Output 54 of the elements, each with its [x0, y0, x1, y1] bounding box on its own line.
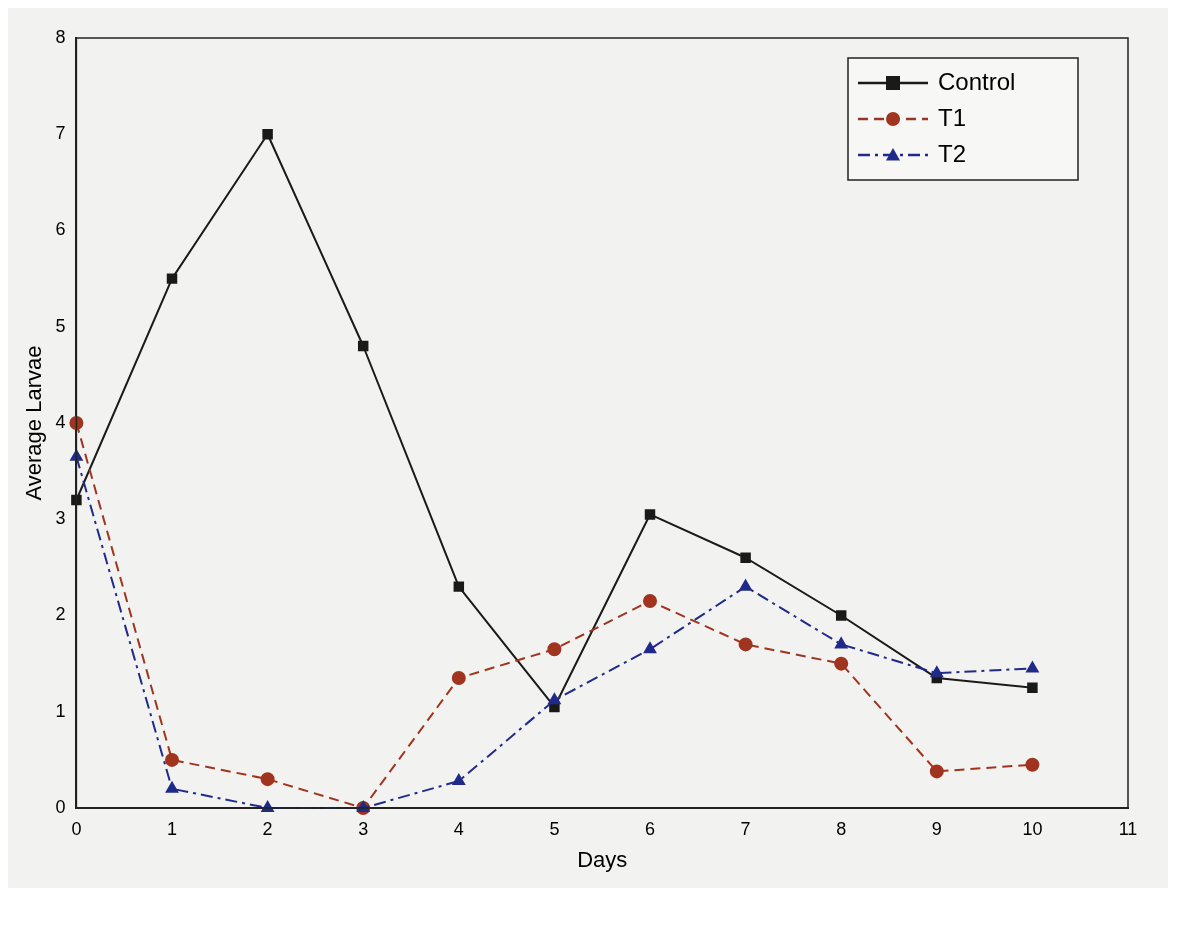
point — [740, 552, 751, 563]
x-tick-label: 5 — [549, 818, 560, 839]
point — [548, 693, 561, 705]
point — [453, 581, 465, 592]
y-axis-title: Average Larvae — [21, 345, 47, 501]
x-tick-label: 1 — [167, 818, 178, 839]
point — [262, 129, 273, 140]
y-tick-label: 6 — [55, 219, 66, 240]
x-tick-label: 2 — [262, 818, 273, 839]
x-tick-label: 7 — [740, 818, 751, 839]
legend-label: Control — [938, 67, 1016, 95]
point — [643, 642, 657, 654]
x-tick-label: 8 — [836, 818, 847, 839]
point — [1026, 661, 1039, 673]
point — [739, 579, 752, 591]
point — [835, 610, 847, 621]
point — [547, 642, 562, 657]
point — [930, 666, 943, 678]
point — [929, 764, 944, 779]
x-tick-label: 3 — [358, 818, 369, 839]
point — [452, 774, 465, 786]
point — [165, 781, 179, 793]
point — [71, 494, 82, 506]
x-tick-label: 4 — [453, 818, 464, 839]
point — [165, 752, 180, 767]
point — [451, 671, 466, 686]
x-tick-label: 9 — [931, 818, 942, 839]
legend-label: T1 — [938, 103, 967, 131]
x-tick-label: 11 — [1118, 818, 1138, 839]
point — [357, 340, 369, 352]
y-tick-label: 2 — [55, 604, 66, 625]
point — [1027, 682, 1038, 693]
y-tick-label: 3 — [55, 508, 66, 529]
point — [1025, 757, 1040, 772]
point — [166, 273, 178, 284]
point — [643, 594, 658, 609]
point — [69, 416, 84, 430]
point — [738, 637, 753, 652]
x-tick-label: 0 — [71, 818, 82, 839]
x-axis-title: Days — [577, 846, 628, 872]
point — [70, 449, 83, 461]
point — [834, 656, 849, 671]
y-tick-label: 7 — [55, 123, 66, 144]
y-tick-label: 4 — [55, 411, 66, 432]
point — [644, 509, 656, 520]
point — [835, 637, 848, 649]
x-tick-label: 6 — [645, 818, 656, 839]
point — [260, 772, 275, 787]
legend-label: T2 — [938, 139, 967, 167]
y-tick-label: 8 — [55, 26, 66, 47]
y-tick-label: 5 — [55, 315, 66, 336]
y-tick-label: 1 — [55, 700, 66, 721]
x-tick-label: 10 — [1022, 818, 1043, 839]
y-tick-label: 0 — [55, 796, 66, 817]
